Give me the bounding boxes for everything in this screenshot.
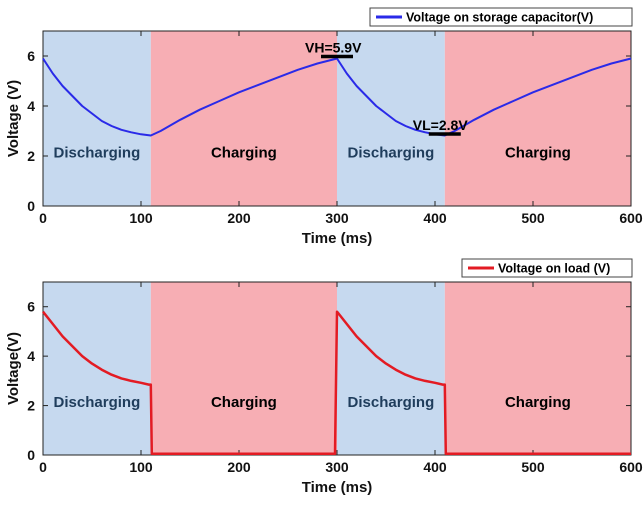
annotation-label-2: VL=2.8V — [413, 117, 469, 133]
region-charge-2 — [150, 282, 337, 455]
x-axis-label: Time (ms) — [302, 479, 373, 496]
y-axis-label: Voltage(V) — [5, 332, 22, 405]
x-tick-label: 100 — [129, 459, 153, 475]
x-tick-label: 600 — [619, 210, 643, 226]
x-tick-label: 0 — [39, 210, 47, 226]
y-tick-label: 6 — [27, 299, 35, 315]
region-label-3: Discharging — [348, 394, 435, 411]
y-axis-label: Voltage (V) — [5, 80, 22, 157]
region-label-1: Discharging — [54, 144, 141, 161]
x-tick-label: 600 — [619, 459, 643, 475]
region-label-2: Charging — [211, 144, 277, 161]
region-charge-2 — [150, 31, 337, 206]
y-tick-label: 0 — [27, 447, 35, 463]
y-tick-label: 4 — [27, 348, 35, 364]
legend-entry: Voltage on load (V) — [498, 262, 610, 276]
region-label-2: Charging — [211, 394, 277, 411]
x-tick-label: 500 — [521, 210, 545, 226]
chart-panel-1: Discharging Charging Discharging Charging 0 1… — [5, 7, 643, 247]
annotation-label-1: VH=5.9V — [305, 40, 362, 56]
x-axis-label: Time (ms) — [302, 230, 373, 247]
legend-entry: Voltage on storage capacitor(V) — [406, 11, 593, 25]
y-tick-label: 2 — [27, 148, 35, 164]
series-line-capacitor — [42, 57, 632, 137]
x-tick-label: 0 — [39, 459, 47, 475]
region-label-1: Discharging — [54, 394, 141, 411]
y-tick-label: 4 — [27, 98, 35, 114]
y-tick-label: 0 — [27, 198, 35, 214]
region-discharge-1 — [43, 282, 151, 455]
region-charge-4 — [444, 282, 631, 455]
x-tick-label: 500 — [521, 459, 545, 475]
x-tick-label: 400 — [423, 210, 447, 226]
chart-panel-2: Discharging Charging Discharging Charging 0 1… — [5, 258, 643, 496]
y-tick-label: 2 — [27, 398, 35, 414]
x-tick-label: 400 — [423, 459, 447, 475]
x-tick-label: 300 — [325, 210, 349, 226]
y-tick-label: 6 — [27, 48, 35, 64]
x-tick-label: 300 — [325, 459, 349, 475]
region-label-4: Charging — [505, 144, 571, 161]
series-line-load — [42, 310, 631, 456]
region-label-3: Discharging — [348, 144, 435, 161]
legend-box — [369, 7, 633, 27]
x-tick-label: 100 — [129, 210, 153, 226]
x-tick-label: 200 — [227, 459, 251, 475]
region-discharge-3 — [337, 282, 445, 455]
legend-box — [461, 258, 633, 278]
region-label-4: Charging — [505, 394, 571, 411]
x-tick-label: 200 — [227, 210, 251, 226]
region-charge-4 — [444, 31, 631, 206]
